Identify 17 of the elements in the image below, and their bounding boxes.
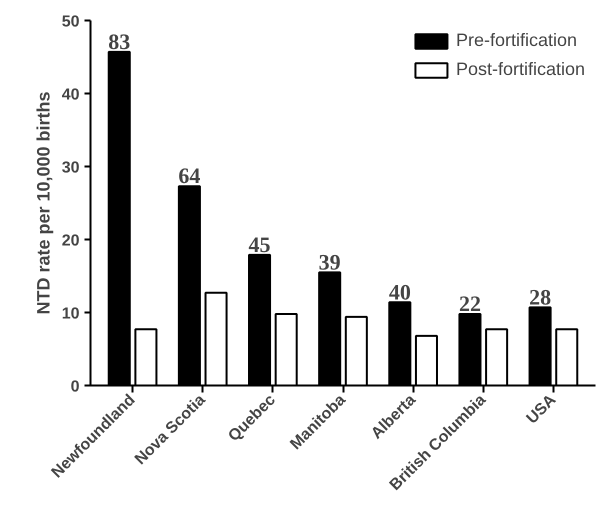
- annotation: 40: [388, 279, 411, 304]
- y-tick-label: 10: [62, 306, 80, 322]
- annotation: 45: [248, 232, 271, 257]
- x-tick-label: USA: [524, 391, 560, 428]
- annotation: 22: [458, 290, 481, 316]
- annotation: 28: [529, 284, 552, 310]
- y-tick-label: 40: [62, 86, 80, 104]
- y-tick-label: 50: [62, 14, 80, 30]
- annotation: 83: [108, 28, 130, 54]
- annotation: 64: [178, 163, 200, 188]
- y-axis-title: NTD rate per 10,000 births: [34, 91, 54, 315]
- y-tick-label: 30: [62, 160, 80, 176]
- annotation: 39: [318, 249, 341, 274]
- legend-label: Post-fortification: [456, 59, 585, 80]
- y-tick-label: 20: [62, 232, 80, 250]
- y-tick-label: 0: [70, 378, 80, 396]
- legend-label: Pre-fortification: [456, 30, 577, 51]
